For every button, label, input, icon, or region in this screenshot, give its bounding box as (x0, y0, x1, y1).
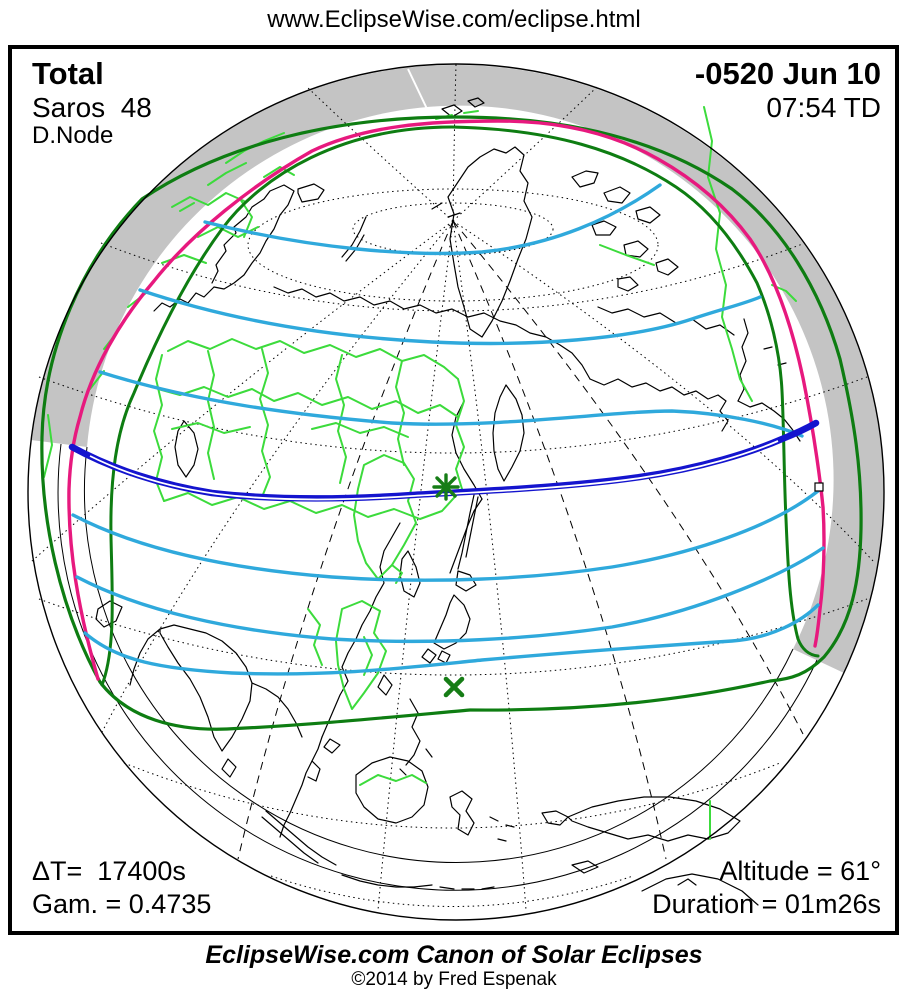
terminator-arcs (57, 443, 818, 891)
penumbra-inner-limit (100, 125, 820, 687)
sunrise-sunset-curve (67, 119, 826, 681)
graticule-meridians-dashed (237, 220, 804, 860)
eclipse-type-block: Total Saros 48 D.Node (32, 56, 152, 150)
eclipse-map-frame: Total Saros 48 D.Node -0520 Jun 10 07:54… (8, 45, 899, 935)
meridian-in-gray (407, 68, 429, 112)
eclipse-date-block: -0520 Jun 10 07:54 TD (694, 56, 881, 123)
eclipse-params-block: ΔT= 17400s Gam. = 0.4735 (32, 855, 211, 921)
greatest-eclipse-asterisk-marker (432, 473, 460, 501)
duration-label: Duration = 01m26s (652, 889, 881, 920)
globe-rim (27, 63, 885, 921)
delta-t-label: ΔT= 17400s (32, 856, 186, 887)
saros-label: Saros 48 (32, 91, 152, 123)
node-label: D.Node (32, 122, 114, 150)
eclipse-time-label: 07:54 TD (766, 91, 881, 123)
time-contours (71, 183, 825, 676)
sunset-square-marker (814, 482, 824, 492)
altitude-label: Altitude = 61° (719, 856, 881, 887)
footer-title: EclipseWise.com Canon of Solar Eclipses (205, 941, 703, 969)
gamma-label: Gam. = 0.4735 (32, 889, 212, 920)
header-url: www.EclipseWise.com/eclipse.html (267, 6, 641, 33)
coastlines (95, 97, 801, 906)
eclipse-date-label: -0520 Jun 10 (694, 56, 881, 91)
central-path-gap (89, 440, 779, 501)
eclipse-circumstances-block: Altitude = 61° Duration = 01m26s (652, 855, 881, 921)
footer-copyright: ©2014 by Fred Espenak (351, 969, 557, 990)
eclipse-globe-map (27, 63, 885, 921)
eclipse-type-label: Total (32, 56, 104, 91)
subsolar-x-marker (443, 676, 465, 698)
penumbra-outer-limit (40, 115, 863, 731)
